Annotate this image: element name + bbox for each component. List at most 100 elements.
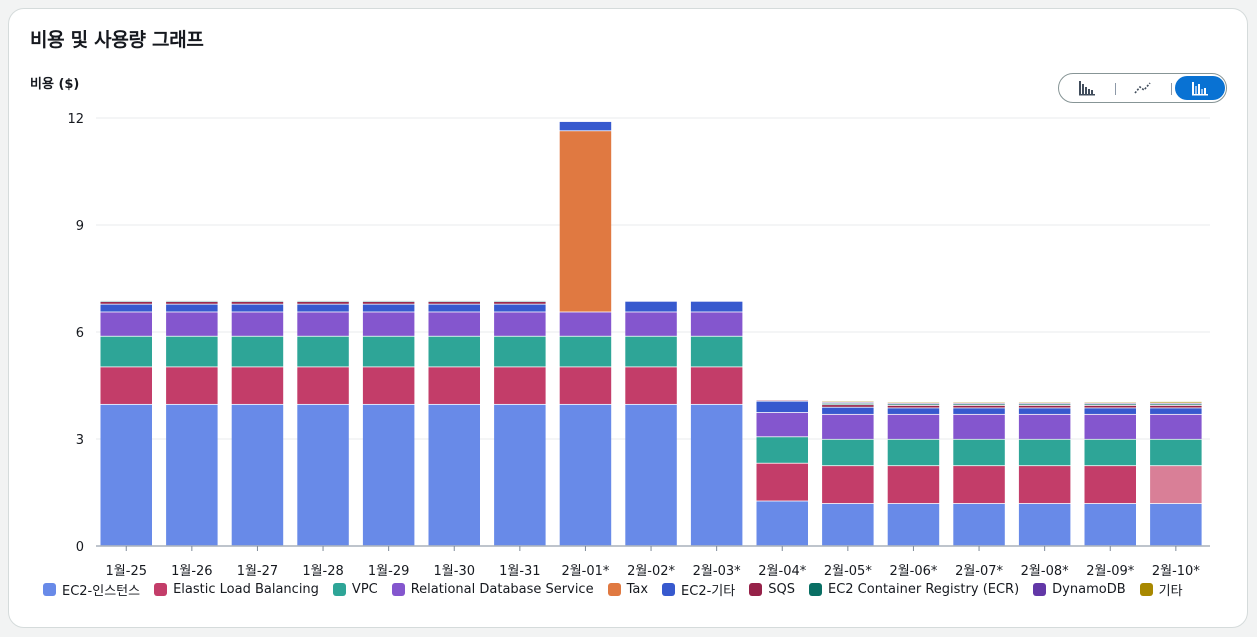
bar-segment[interactable] — [1018, 404, 1071, 406]
bar-segment[interactable] — [297, 312, 349, 336]
bar-segment[interactable] — [297, 404, 349, 546]
bar-segment[interactable] — [428, 404, 481, 546]
bar-segment[interactable] — [625, 336, 677, 367]
bar-segment[interactable] — [231, 404, 284, 546]
legend-item[interactable]: Elastic Load Balancing — [154, 582, 319, 597]
line-view-button[interactable] — [1118, 76, 1168, 100]
bar-segment[interactable] — [625, 404, 677, 546]
bar-segment[interactable] — [887, 466, 940, 504]
bar-segment[interactable] — [1084, 414, 1137, 439]
bar-segment[interactable] — [1150, 408, 1202, 414]
bar-segment[interactable] — [297, 336, 349, 367]
bar-segment[interactable] — [690, 367, 743, 404]
bar-segment[interactable] — [887, 439, 940, 466]
bar-segment[interactable] — [362, 404, 415, 546]
bar-segment[interactable] — [690, 301, 743, 312]
bar-segment[interactable] — [690, 336, 743, 367]
bar-segment[interactable] — [1150, 401, 1202, 403]
bar-segment[interactable] — [1084, 503, 1137, 546]
bar-segment[interactable] — [756, 412, 809, 437]
bar-segment[interactable] — [1150, 503, 1202, 546]
bar-segment[interactable] — [625, 301, 677, 312]
bar-segment[interactable] — [1084, 408, 1137, 414]
bar-segment[interactable] — [297, 304, 349, 312]
bar-segment[interactable] — [1018, 405, 1071, 408]
bar-segment[interactable] — [1150, 439, 1202, 466]
bar-segment[interactable] — [231, 304, 284, 312]
bar-segment[interactable] — [1084, 439, 1137, 466]
bar-segment[interactable] — [428, 367, 481, 404]
bar-segment[interactable] — [428, 304, 481, 312]
bar-segment[interactable] — [1018, 503, 1071, 546]
bar-segment[interactable] — [887, 404, 940, 406]
bar-segment[interactable] — [559, 367, 612, 404]
bar-segment[interactable] — [756, 501, 809, 546]
bar-segment[interactable] — [953, 439, 1005, 466]
bar-segment[interactable] — [100, 312, 153, 336]
bar-segment[interactable] — [953, 414, 1005, 439]
bar-segment[interactable] — [494, 336, 546, 367]
bar-segment[interactable] — [1018, 414, 1071, 439]
bar-segment[interactable] — [1018, 466, 1071, 504]
bar-segment[interactable] — [297, 302, 349, 304]
bar-segment[interactable] — [428, 336, 481, 367]
bar-segment[interactable] — [166, 302, 218, 304]
bar-segment[interactable] — [756, 463, 809, 501]
bar-segment[interactable] — [1150, 404, 1202, 406]
bar-segment[interactable] — [100, 302, 153, 304]
stacked-bar-view-button[interactable] — [1175, 76, 1225, 100]
bar-segment[interactable] — [494, 312, 546, 336]
bar-segment[interactable] — [559, 312, 612, 336]
bar-segment[interactable] — [1150, 405, 1202, 408]
bar-segment[interactable] — [1018, 408, 1071, 414]
bar-segment[interactable] — [494, 367, 546, 404]
bar-segment[interactable] — [362, 304, 415, 312]
bar-segment[interactable] — [231, 336, 284, 367]
bar-segment[interactable] — [166, 404, 218, 546]
bar-segment[interactable] — [1084, 466, 1137, 504]
bar-segment[interactable] — [494, 404, 546, 546]
legend-item[interactable]: EC2-기타 — [662, 580, 735, 599]
bar-segment[interactable] — [362, 336, 415, 367]
bar-segment[interactable] — [428, 302, 481, 304]
bar-segment[interactable] — [690, 312, 743, 336]
legend-item[interactable]: Tax — [607, 582, 648, 597]
bar-segment[interactable] — [887, 503, 940, 546]
grouped-bar-view-button[interactable] — [1062, 76, 1112, 100]
legend-item[interactable]: EC2 Container Registry (ECR) — [808, 582, 1019, 597]
bar-segment[interactable] — [100, 404, 153, 546]
bar-segment[interactable] — [822, 414, 874, 439]
bar-segment[interactable] — [100, 304, 153, 312]
bar-segment[interactable] — [1150, 466, 1202, 504]
bar-segment[interactable] — [1084, 405, 1137, 408]
bar-segment[interactable] — [822, 503, 874, 546]
bar-segment[interactable] — [100, 336, 153, 367]
legend-item[interactable]: 기타 — [1139, 580, 1183, 599]
legend-item[interactable]: EC2-인스턴스 — [43, 580, 140, 599]
bar-segment[interactable] — [166, 336, 218, 367]
legend-item[interactable]: VPC — [332, 582, 378, 597]
bar-segment[interactable] — [887, 408, 940, 414]
bar-segment[interactable] — [428, 312, 481, 336]
legend-item[interactable]: SQS — [749, 582, 795, 597]
bar-segment[interactable] — [953, 404, 1005, 406]
bar-segment[interactable] — [822, 466, 874, 504]
bar-segment[interactable] — [231, 302, 284, 304]
bar-segment[interactable] — [1150, 414, 1202, 439]
legend-item[interactable]: DynamoDB — [1033, 582, 1126, 597]
bar-segment[interactable] — [887, 414, 940, 439]
bar-segment[interactable] — [297, 367, 349, 404]
bar-segment[interactable] — [559, 336, 612, 367]
bar-segment[interactable] — [559, 131, 612, 312]
bar-segment[interactable] — [756, 401, 809, 413]
bar-segment[interactable] — [756, 437, 809, 463]
bar-segment[interactable] — [362, 312, 415, 336]
bar-segment[interactable] — [953, 503, 1005, 546]
bar-segment[interactable] — [231, 312, 284, 336]
bar-segment[interactable] — [953, 405, 1005, 408]
legend-item[interactable]: Relational Database Service — [391, 582, 594, 597]
bar-segment[interactable] — [100, 367, 153, 404]
bar-segment[interactable] — [494, 304, 546, 312]
bar-segment[interactable] — [953, 408, 1005, 414]
bar-segment[interactable] — [231, 367, 284, 404]
